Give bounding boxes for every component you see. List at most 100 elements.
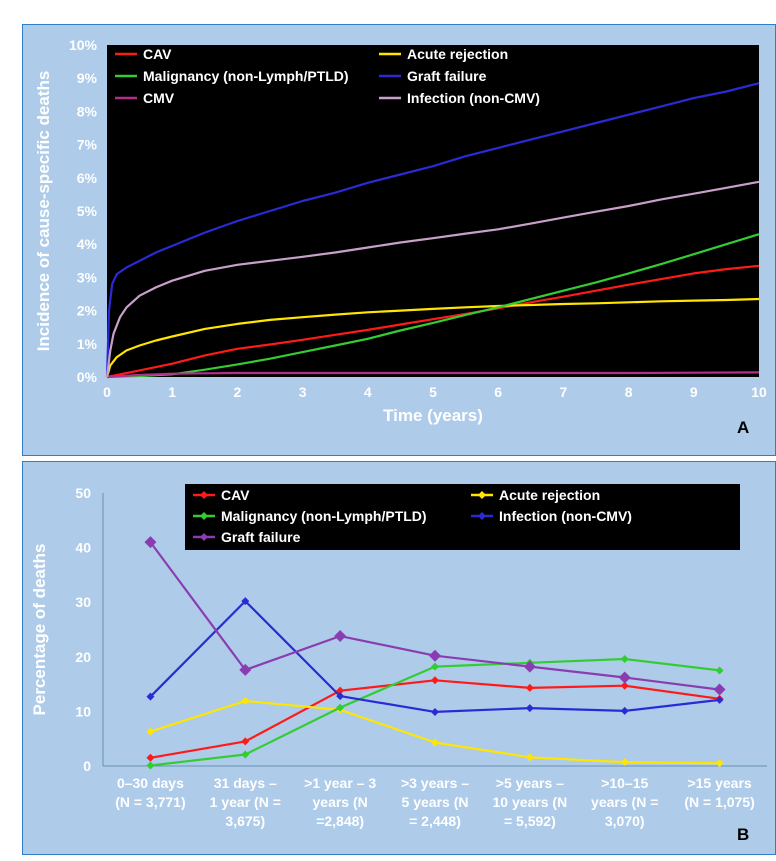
plot-area-a bbox=[107, 45, 759, 377]
x-tick-label-b: 10 years (N bbox=[492, 794, 567, 810]
legend-label-a: CMV bbox=[143, 90, 175, 106]
legend-marker-b bbox=[478, 491, 486, 499]
legend-marker-b bbox=[200, 533, 208, 541]
legend-marker-b bbox=[200, 512, 208, 520]
panel-b: 0 10 20 30 40 50 Percentage of deaths 0–30 days… bbox=[22, 461, 776, 855]
y-tick-label-b: 30 bbox=[75, 594, 91, 610]
data-point-b bbox=[146, 753, 155, 762]
x-tick-label-a: 8 bbox=[625, 384, 633, 400]
legend-label-a: Malignancy (non-Lymph/PTLD) bbox=[143, 68, 349, 84]
data-point-b bbox=[146, 692, 155, 701]
data-point-b bbox=[525, 704, 534, 713]
x-tick-label-b: = 2,448) bbox=[409, 813, 461, 829]
legend-label-a: CAV bbox=[143, 46, 172, 62]
y-tick-label-a: 9% bbox=[77, 70, 98, 86]
y-tick-label-a: 5% bbox=[77, 203, 98, 219]
y-tick-label-a: 6% bbox=[77, 170, 98, 186]
data-point-b bbox=[713, 683, 726, 696]
y-tick-label-a: 4% bbox=[77, 236, 98, 252]
chart-a: 0% 1% 2% 3% 4% 5% 6% 7% 8% 9% 10% 0 1 2 3 4 5 6 7 8 9 10 Time … bbox=[34, 37, 767, 437]
data-point-b bbox=[431, 738, 439, 747]
legend-marker-b bbox=[200, 491, 208, 499]
x-tick-label-b: years (N bbox=[313, 794, 368, 810]
x-tick-label-b: = 5,592) bbox=[504, 813, 556, 829]
x-tick-label-a: 2 bbox=[234, 384, 242, 400]
x-tick-label-a: 3 bbox=[299, 384, 307, 400]
x-tick-label-a: 0 bbox=[103, 384, 111, 400]
data-point-b bbox=[715, 666, 724, 675]
data-point-b bbox=[523, 660, 536, 673]
data-point-b bbox=[620, 706, 629, 715]
x-tick-label-b: 0–30 days bbox=[117, 775, 184, 791]
data-point-b bbox=[431, 676, 439, 685]
data-point-b bbox=[620, 654, 629, 663]
data-point-b bbox=[431, 707, 439, 716]
y-tick-label-a: 2% bbox=[77, 303, 98, 319]
y-tick-label-a: 3% bbox=[77, 269, 98, 285]
x-tick-label-a: 6 bbox=[494, 384, 502, 400]
x-tick-label-a: 7 bbox=[560, 384, 568, 400]
series-line-a bbox=[105, 180, 760, 378]
data-point-b bbox=[241, 697, 250, 706]
data-point-b bbox=[620, 681, 629, 690]
legend-label-b: Infection (non-CMV) bbox=[499, 508, 632, 524]
x-tick-label-b: 31 days – bbox=[214, 775, 277, 791]
legend-box-b bbox=[185, 484, 740, 550]
legend-label-a: Acute rejection bbox=[407, 46, 508, 62]
series-line-a bbox=[106, 233, 760, 379]
panel-label-a: A bbox=[737, 418, 749, 437]
x-tick-label-b: 3,070) bbox=[605, 813, 645, 829]
y-tick-label-a: 7% bbox=[77, 137, 98, 153]
y-tick-label-b: 50 bbox=[75, 485, 91, 501]
data-point-b bbox=[618, 671, 631, 684]
x-tick-label-b: >1 year – 3 bbox=[304, 775, 376, 791]
data-point-b bbox=[715, 759, 724, 768]
chart-b: 0 10 20 30 40 50 Percentage of deaths 0–30 days… bbox=[30, 484, 767, 844]
y-tick-label-a: 8% bbox=[77, 103, 98, 119]
data-point-b bbox=[429, 649, 441, 662]
data-point-b bbox=[146, 761, 155, 770]
x-tick-label-b: >10–15 bbox=[601, 775, 648, 791]
legend-label-a: Infection (non-CMV) bbox=[407, 90, 540, 106]
data-point-b bbox=[146, 727, 155, 736]
y-tick-label-b: 10 bbox=[75, 703, 91, 719]
panel-a: 0% 1% 2% 3% 4% 5% 6% 7% 8% 9% 10% 0 1 2 3 4 5 6 7 8 9 10 Time … bbox=[22, 24, 776, 456]
x-tick-label-b: (N = 3,771) bbox=[115, 794, 185, 810]
x-tick-label-a: 1 bbox=[168, 384, 176, 400]
data-point-b bbox=[525, 753, 534, 762]
x-tick-label-b: (N = 1,075) bbox=[684, 794, 754, 810]
legend-label-b: Malignancy (non-Lymph/PTLD) bbox=[221, 508, 427, 524]
x-tick-label-a: 4 bbox=[364, 384, 372, 400]
data-point-b bbox=[239, 663, 252, 676]
series-line-a bbox=[105, 297, 760, 378]
series-line-a bbox=[105, 82, 760, 378]
x-tick-label-b: 1 year (N = bbox=[210, 794, 281, 810]
legend-label-a: Graft failure bbox=[407, 68, 487, 84]
legend-marker-b bbox=[478, 512, 486, 520]
data-point-b bbox=[241, 750, 250, 759]
data-point-b bbox=[336, 692, 345, 701]
y-axis-title-a: Incidence of cause-specific deaths bbox=[34, 71, 53, 352]
x-tick-label-a: 5 bbox=[429, 384, 437, 400]
x-tick-label-b: =2,848) bbox=[316, 813, 364, 829]
data-point-b bbox=[144, 536, 157, 549]
data-point-b bbox=[525, 683, 534, 692]
x-tick-label-b: >3 years – bbox=[401, 775, 469, 791]
y-tick-label-a: 0% bbox=[77, 369, 98, 385]
data-point-b bbox=[431, 662, 439, 671]
y-tick-label-b: 20 bbox=[75, 649, 91, 665]
y-tick-label-b: 40 bbox=[75, 540, 91, 556]
x-tick-label-b: >5 years – bbox=[496, 775, 564, 791]
x-axis-title-a: Time (years) bbox=[383, 406, 483, 425]
x-tick-label-b: 5 years (N bbox=[402, 794, 469, 810]
y-axis-title-b: Percentage of deaths bbox=[30, 544, 49, 716]
x-tick-label-a: 9 bbox=[690, 384, 698, 400]
data-point-b bbox=[715, 695, 724, 704]
data-point-b bbox=[241, 597, 250, 606]
legend-label-b: Graft failure bbox=[221, 529, 301, 545]
x-tick-label-b: 3,675) bbox=[225, 813, 265, 829]
data-point-b bbox=[334, 630, 347, 643]
legend-label-b: Acute rejection bbox=[499, 487, 600, 503]
series-line-a bbox=[106, 371, 760, 379]
panel-label-b: B bbox=[737, 825, 749, 844]
